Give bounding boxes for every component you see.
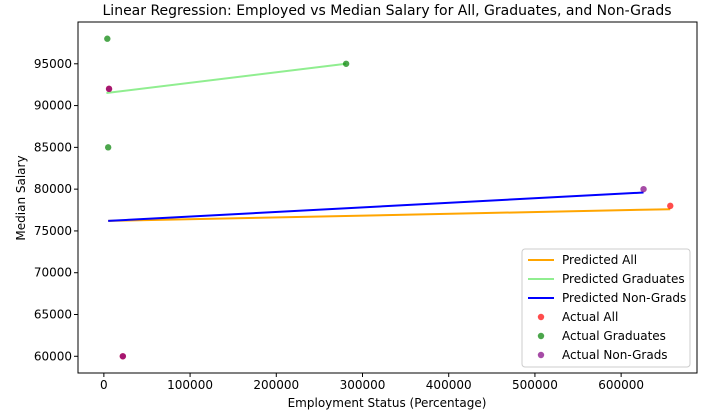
- y-tick-label: 85000: [34, 140, 72, 154]
- y-tick-label: 90000: [34, 99, 72, 113]
- regression-lines: [106, 62, 671, 222]
- scatter-point: [640, 185, 647, 193]
- legend-label: Predicted Non-Grads: [562, 291, 686, 305]
- regression-line: [108, 208, 671, 222]
- y-tick-label: 65000: [34, 308, 72, 322]
- y-tick-label: 80000: [34, 182, 72, 196]
- legend-label: Actual All: [562, 310, 618, 324]
- legend-marker-swatch: [537, 351, 545, 359]
- y-tick-label: 70000: [34, 266, 72, 280]
- plot-frame: [77, 21, 698, 374]
- y-tick-label: 60000: [34, 349, 72, 363]
- chart-title: Linear Regression: Employed vs Median Sa…: [103, 3, 672, 19]
- legend-box: [521, 248, 691, 368]
- scatter-points: [104, 35, 674, 360]
- y-tick-label: 95000: [34, 57, 72, 71]
- regression-line: [106, 62, 347, 95]
- legend-marker-swatch: [537, 332, 545, 340]
- legend-label: Predicted Graduates: [562, 272, 685, 286]
- legend: Predicted All Predicted Graduates Predicte…: [521, 248, 691, 368]
- legend-label: Actual Non-Grads: [562, 348, 668, 362]
- x-tick-label: 100000: [167, 378, 213, 392]
- scatter-point: [119, 353, 127, 360]
- x-axis: 0 100000 200000 300000 400000 500000 600000: [100, 373, 644, 392]
- scatter-point: [105, 85, 113, 93]
- y-axis-label: Median Salary: [14, 155, 28, 240]
- legend-label: Actual Graduates: [562, 329, 666, 343]
- legend-marker-swatch: [537, 313, 545, 321]
- scatter-point: [667, 202, 674, 210]
- y-axis: 60000 65000 70000 75000 80000 85000 90000 95000: [34, 57, 78, 363]
- x-axis-label: Employment Status (Percentage): [288, 396, 487, 410]
- legend-label: Predicted All: [562, 253, 637, 267]
- x-tick-label: 600000: [598, 378, 644, 392]
- x-tick-label: 0: [100, 378, 108, 392]
- scatter-point: [104, 144, 112, 151]
- y-tick-label: 75000: [34, 224, 72, 238]
- scatter-point: [342, 60, 350, 67]
- x-tick-label: 300000: [340, 378, 386, 392]
- scatter-point: [104, 35, 111, 42]
- regression-line: [108, 191, 644, 222]
- x-tick-label: 400000: [426, 378, 472, 392]
- x-tick-label: 500000: [512, 378, 558, 392]
- x-tick-label: 200000: [253, 378, 299, 392]
